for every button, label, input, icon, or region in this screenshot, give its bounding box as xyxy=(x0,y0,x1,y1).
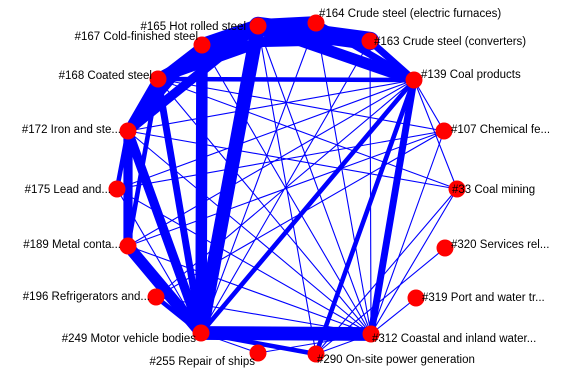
node-n249 xyxy=(192,324,210,342)
edge-n139-n312 xyxy=(367,76,418,338)
edge-n196-n107 xyxy=(155,130,445,298)
edge-n172-n139 xyxy=(127,79,415,132)
node-label-n163: #163 Crude steel (converters) xyxy=(374,36,526,48)
edge-n167-n249 xyxy=(195,39,208,339)
edge-n168-n139 xyxy=(155,76,417,83)
node-n172 xyxy=(119,122,137,140)
edge-n165-n290 xyxy=(257,25,317,355)
node-n319 xyxy=(407,289,425,307)
node-label-n255: #255 Repair of ships xyxy=(150,356,256,368)
node-n164 xyxy=(307,14,325,32)
node-n196 xyxy=(147,288,165,306)
node-n290 xyxy=(307,345,325,363)
edge-n172-n249 xyxy=(123,126,206,338)
edge-n33-n312 xyxy=(370,188,458,335)
node-label-n189: #189 Metal conta... xyxy=(23,239,121,251)
edge-n168-n107 xyxy=(157,78,445,132)
node-label-n164: #164 Crude steel (electric furnaces) xyxy=(319,8,501,20)
node-n139 xyxy=(405,71,423,89)
edge-n172-n33 xyxy=(127,130,458,190)
node-label-n139: #139 Coal products xyxy=(421,69,521,81)
node-n165 xyxy=(249,17,267,35)
edge-n163-n139 xyxy=(366,37,418,84)
edge-n249-n290 xyxy=(198,330,319,357)
edges-layer xyxy=(114,16,458,357)
edge-n139-n107 xyxy=(413,79,445,132)
node-label-n172: #172 Iron and ste... xyxy=(22,124,121,136)
node-label-n290: #290 On-site power generation xyxy=(317,354,475,366)
edge-n168-n172 xyxy=(123,74,163,136)
edge-n196-n249 xyxy=(153,294,204,336)
edge-n165-n249 xyxy=(194,19,265,340)
edge-n165-n312 xyxy=(257,25,372,335)
edge-n196-n312 xyxy=(155,296,372,335)
node-label-n249: #249 Motor vehicle bodies xyxy=(62,333,196,345)
edge-n164-n139 xyxy=(312,19,418,84)
edge-n189-n312 xyxy=(127,245,372,335)
node-n312 xyxy=(362,325,380,343)
edge-n163-n312 xyxy=(369,40,372,335)
edge-n249-n139 xyxy=(198,77,417,336)
node-label-n167: #167 Cold-finished steel xyxy=(75,31,198,43)
node-label-n175: #175 Lead and... xyxy=(25,184,111,196)
edge-n107-n312 xyxy=(370,130,445,335)
edge-n164-n312 xyxy=(315,22,372,335)
edge-n172-n175 xyxy=(114,128,131,192)
node-n255 xyxy=(249,344,267,362)
edge-n320-n290 xyxy=(315,247,446,355)
edge-n249-n312 xyxy=(194,326,378,341)
edge-n290-n312 xyxy=(315,333,372,355)
edge-n163-n167 xyxy=(198,37,374,49)
edge-n139-n290 xyxy=(313,77,417,357)
edge-n163-n249 xyxy=(200,40,371,334)
node-label-n165: #165 Hot rolled steel xyxy=(141,21,246,33)
edge-n168-n33 xyxy=(157,78,458,190)
nodes-layer xyxy=(108,14,466,363)
node-n168 xyxy=(149,70,167,88)
edge-n189-n107 xyxy=(127,130,445,247)
labels-layer: #165 Hot rolled steel #164 Crude steel (e… xyxy=(22,8,550,368)
edge-n164-n249 xyxy=(200,22,317,334)
edge-n175-n249 xyxy=(116,188,202,334)
node-n320 xyxy=(436,239,454,257)
edge-n168-n312 xyxy=(157,78,372,335)
edge-n168-n249 xyxy=(154,75,205,337)
edge-n290-n33 xyxy=(315,188,458,355)
node-label-n312: #312 Coastal and inland water... xyxy=(372,333,536,345)
node-n107 xyxy=(435,122,453,140)
edge-n172-n312 xyxy=(127,130,372,335)
node-label-n319: #319 Port and water tr... xyxy=(422,292,545,304)
node-n33 xyxy=(448,180,466,198)
node-label-n320: #320 Services rel... xyxy=(451,239,549,251)
node-n167 xyxy=(193,36,211,54)
edge-n175-n107 xyxy=(116,130,445,190)
node-label-n196: #196 Refrigerators and... xyxy=(23,291,150,303)
node-label-n33: #33 Coal mining xyxy=(452,184,535,196)
edge-n175-n139 xyxy=(116,79,415,190)
edge-n249-n255 xyxy=(200,332,259,354)
node-label-n168: #168 Coated steel xyxy=(59,70,152,82)
node-n175 xyxy=(108,180,126,198)
node-n189 xyxy=(119,237,137,255)
edge-n319-n312 xyxy=(370,297,417,335)
node-n163 xyxy=(361,32,379,50)
edge-n175-n312 xyxy=(116,188,372,335)
node-label-n107: #107 Chemical fe... xyxy=(451,124,550,136)
